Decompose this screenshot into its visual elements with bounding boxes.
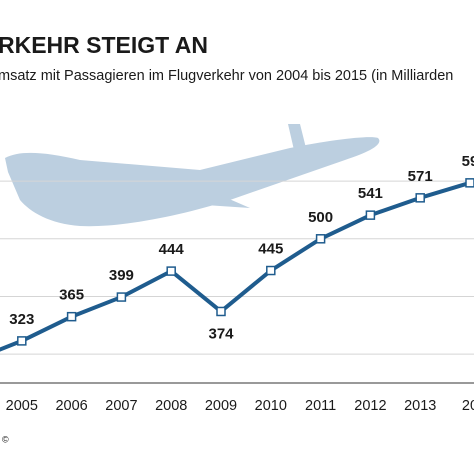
- data-label: 399: [109, 267, 134, 284]
- airplane: [5, 124, 380, 227]
- marker: [266, 265, 276, 276]
- x-tick-label: 2013: [404, 398, 436, 414]
- x-tick-label: 2010: [255, 398, 287, 414]
- x-tick-label: 2005: [6, 398, 38, 414]
- data-label: 541: [358, 185, 383, 202]
- data-label: 365: [59, 287, 84, 304]
- copyright: ©: [2, 434, 9, 444]
- marker: [17, 336, 27, 346]
- marker: [465, 178, 474, 188]
- marker: [166, 266, 176, 276]
- x-tick-label: 2007: [105, 398, 137, 414]
- data-label: 444: [159, 241, 185, 258]
- x-tick-label: 2012: [354, 398, 386, 414]
- data-label: 374: [208, 325, 234, 342]
- marker: [315, 234, 326, 244]
- data-label: 323: [9, 311, 34, 328]
- marker: [66, 311, 77, 322]
- x-tick-label: 2008: [155, 398, 187, 414]
- marker: [216, 306, 226, 317]
- marker: [365, 210, 376, 220]
- data-label: 445: [258, 240, 283, 257]
- x-tick-label: 2009: [205, 398, 237, 414]
- marker: [116, 292, 127, 302]
- data-label: 500: [308, 209, 333, 226]
- x-tick-label: 20: [462, 398, 474, 414]
- data-label: 571: [408, 168, 433, 185]
- marker: [415, 193, 425, 203]
- chart-title: RKEHR STEIGT AN: [0, 32, 208, 58]
- data-label: 59: [462, 153, 474, 170]
- x-tick-label: 2011: [305, 398, 336, 414]
- x-tick-label: 2006: [55, 398, 87, 414]
- chart-subtitle: msatz mit Passagieren im Flugverkehr von…: [0, 68, 453, 84]
